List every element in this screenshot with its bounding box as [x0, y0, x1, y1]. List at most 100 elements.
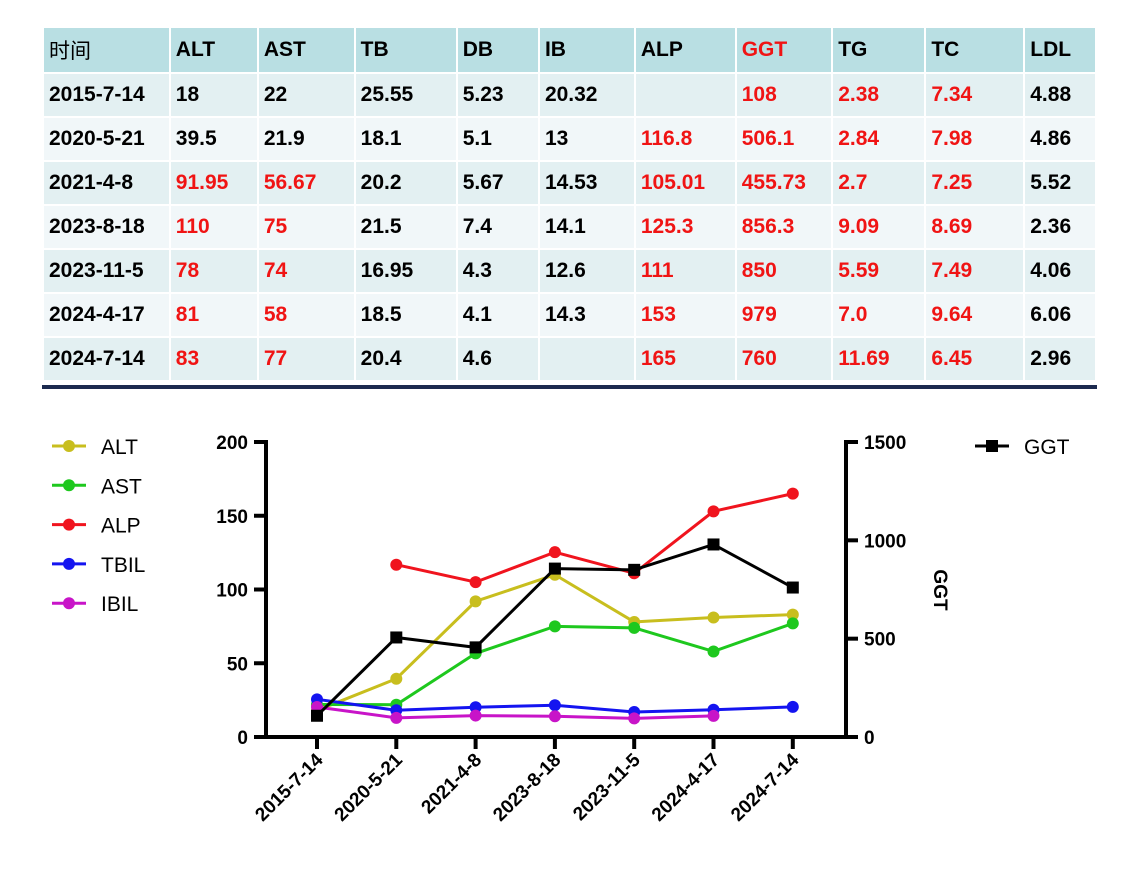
table-cell: 2.38: [833, 74, 925, 116]
table-cell: 2023-8-18: [44, 206, 169, 248]
data-point-tbil: [786, 700, 799, 713]
data-point-ggt: [786, 581, 799, 594]
table-cell: 850: [736, 250, 832, 292]
table-cell: 13: [539, 118, 634, 160]
legend-label-tbil: TBIL: [101, 554, 145, 577]
table-cell: 12.6: [539, 250, 634, 292]
x-axis-tick-label: 2015-7-14: [251, 749, 327, 825]
x-axis-tick-label: 2021-4-8: [418, 750, 487, 819]
legend-marker-ast: [63, 479, 75, 492]
data-point-alt: [469, 595, 482, 608]
x-axis-tick-label: 2020-5-21: [331, 749, 407, 825]
table-cell: 116.8: [635, 118, 735, 160]
table-cell: [539, 338, 634, 380]
column-header-alp: ALP: [635, 28, 735, 72]
table-cell: 18.1: [355, 118, 456, 160]
data-point-ast: [707, 645, 720, 658]
table-cell: 5.1: [457, 118, 538, 160]
table-cell: 75: [258, 206, 354, 248]
data-point-alp: [786, 487, 799, 500]
table-cell: 7.25: [926, 162, 1024, 204]
table-row: 2023-8-18 110 75 21.5 7.4 14.1 125.3 856.3 9.09 8…: [44, 206, 1095, 248]
data-point-ibil: [548, 710, 561, 723]
legend-label-ast: AST: [101, 475, 142, 498]
data-point-ibil: [707, 709, 720, 722]
data-point-ibil: [390, 711, 403, 724]
left-axis-tick-label: 0: [237, 728, 248, 749]
table-cell: 4.06: [1025, 250, 1095, 292]
right-axis-title: GGT: [929, 569, 950, 611]
table-cell: 9.64: [926, 294, 1024, 336]
table-cell: 78: [170, 250, 257, 292]
table-row: 2015-7-14 18 22 25.55 5.23 20.32 108 2.38 7.34 4.…: [44, 74, 1095, 116]
legend-marker-alt: [63, 440, 75, 452]
table-cell: 20.4: [355, 338, 456, 380]
column-header-时间: 时间: [44, 28, 169, 72]
column-header-ast: AST: [258, 28, 354, 72]
table-cell: 9.09: [833, 206, 925, 248]
x-axis-tick-label: 2024-4-17: [648, 750, 724, 826]
table-cell: 856.3: [736, 206, 832, 248]
table-cell: 6.45: [926, 338, 1024, 380]
table-cell: 16.95: [355, 250, 456, 292]
table-cell: 165: [635, 338, 735, 380]
table-cell: 7.98: [926, 118, 1024, 160]
data-point-ggt: [390, 631, 403, 644]
x-axis-tick-label: 2023-8-18: [489, 750, 565, 826]
table-cell: 74: [258, 250, 354, 292]
table-cell: 4.3: [457, 250, 538, 292]
data-point-ggt: [311, 709, 323, 722]
table-cell: 2021-4-8: [44, 162, 169, 204]
table-cell: 2024-4-17: [44, 294, 169, 336]
column-header-ggt: GGT: [736, 28, 832, 72]
series-line-alp: [395, 492, 794, 584]
table-cell: 18.5: [355, 294, 456, 336]
table-cell: 58: [258, 294, 354, 336]
column-header-ldl: LDL: [1025, 28, 1095, 72]
legend-label-alt: ALT: [101, 436, 138, 459]
table-cell: 7.4: [457, 206, 538, 248]
table-cell: 5.67: [457, 162, 538, 204]
column-header-tc: TC: [926, 28, 1024, 72]
table-cell: 979: [736, 294, 832, 336]
table-cell: 2023-11-5: [44, 250, 169, 292]
data-point-ggt: [628, 563, 641, 576]
table-cell: 4.88: [1025, 74, 1095, 116]
legend-marker-ggt: [986, 440, 998, 452]
column-header-tg: TG: [833, 28, 925, 72]
table-cell: 2.36: [1025, 206, 1095, 248]
table-cell: 20.2: [355, 162, 456, 204]
table-cell: 56.67: [258, 162, 354, 204]
right-axis-tick-label: 1500: [864, 433, 906, 454]
table-cell: 20.32: [539, 74, 634, 116]
data-point-alp: [390, 558, 403, 571]
table-cell: 25.55: [355, 74, 456, 116]
table-cell: 11.69: [833, 338, 925, 380]
x-axis-tick-label: 2023-11-5: [569, 749, 645, 825]
table-cell: 21.9: [258, 118, 354, 160]
data-point-ggt: [707, 538, 720, 551]
table-cell: 81: [170, 294, 257, 336]
left-axis-tick-label: 50: [227, 654, 248, 675]
table-cell: 760: [736, 338, 832, 380]
table-cell: 4.6: [457, 338, 538, 380]
table-row: 2024-4-17 81 58 18.5 4.1 14.3 153 979 7.0 9.64 6.0…: [44, 294, 1095, 336]
x-axis-tick-label: 2024-7-14: [727, 749, 803, 825]
legend-label-ggt: GGT: [1024, 436, 1070, 459]
data-point-ggt: [469, 641, 482, 654]
table-cell: 83: [170, 338, 257, 380]
table-cell: 5.52: [1025, 162, 1095, 204]
table-row: 2023-11-5 78 74 16.95 4.3 12.6 111 850 5.59 7.49 4…: [44, 250, 1095, 292]
table-cell: 110: [170, 206, 257, 248]
data-point-alt: [390, 672, 403, 685]
data-point-ast: [548, 620, 561, 633]
table-cell: 21.5: [355, 206, 456, 248]
column-header-ib: IB: [539, 28, 634, 72]
table-cell: 125.3: [635, 206, 735, 248]
legend-marker-alp: [63, 518, 75, 531]
data-point-ibil: [469, 709, 482, 722]
data-point-ast: [628, 621, 641, 634]
table-cell: 7.49: [926, 250, 1024, 292]
table-cell: 2020-5-21: [44, 118, 169, 160]
